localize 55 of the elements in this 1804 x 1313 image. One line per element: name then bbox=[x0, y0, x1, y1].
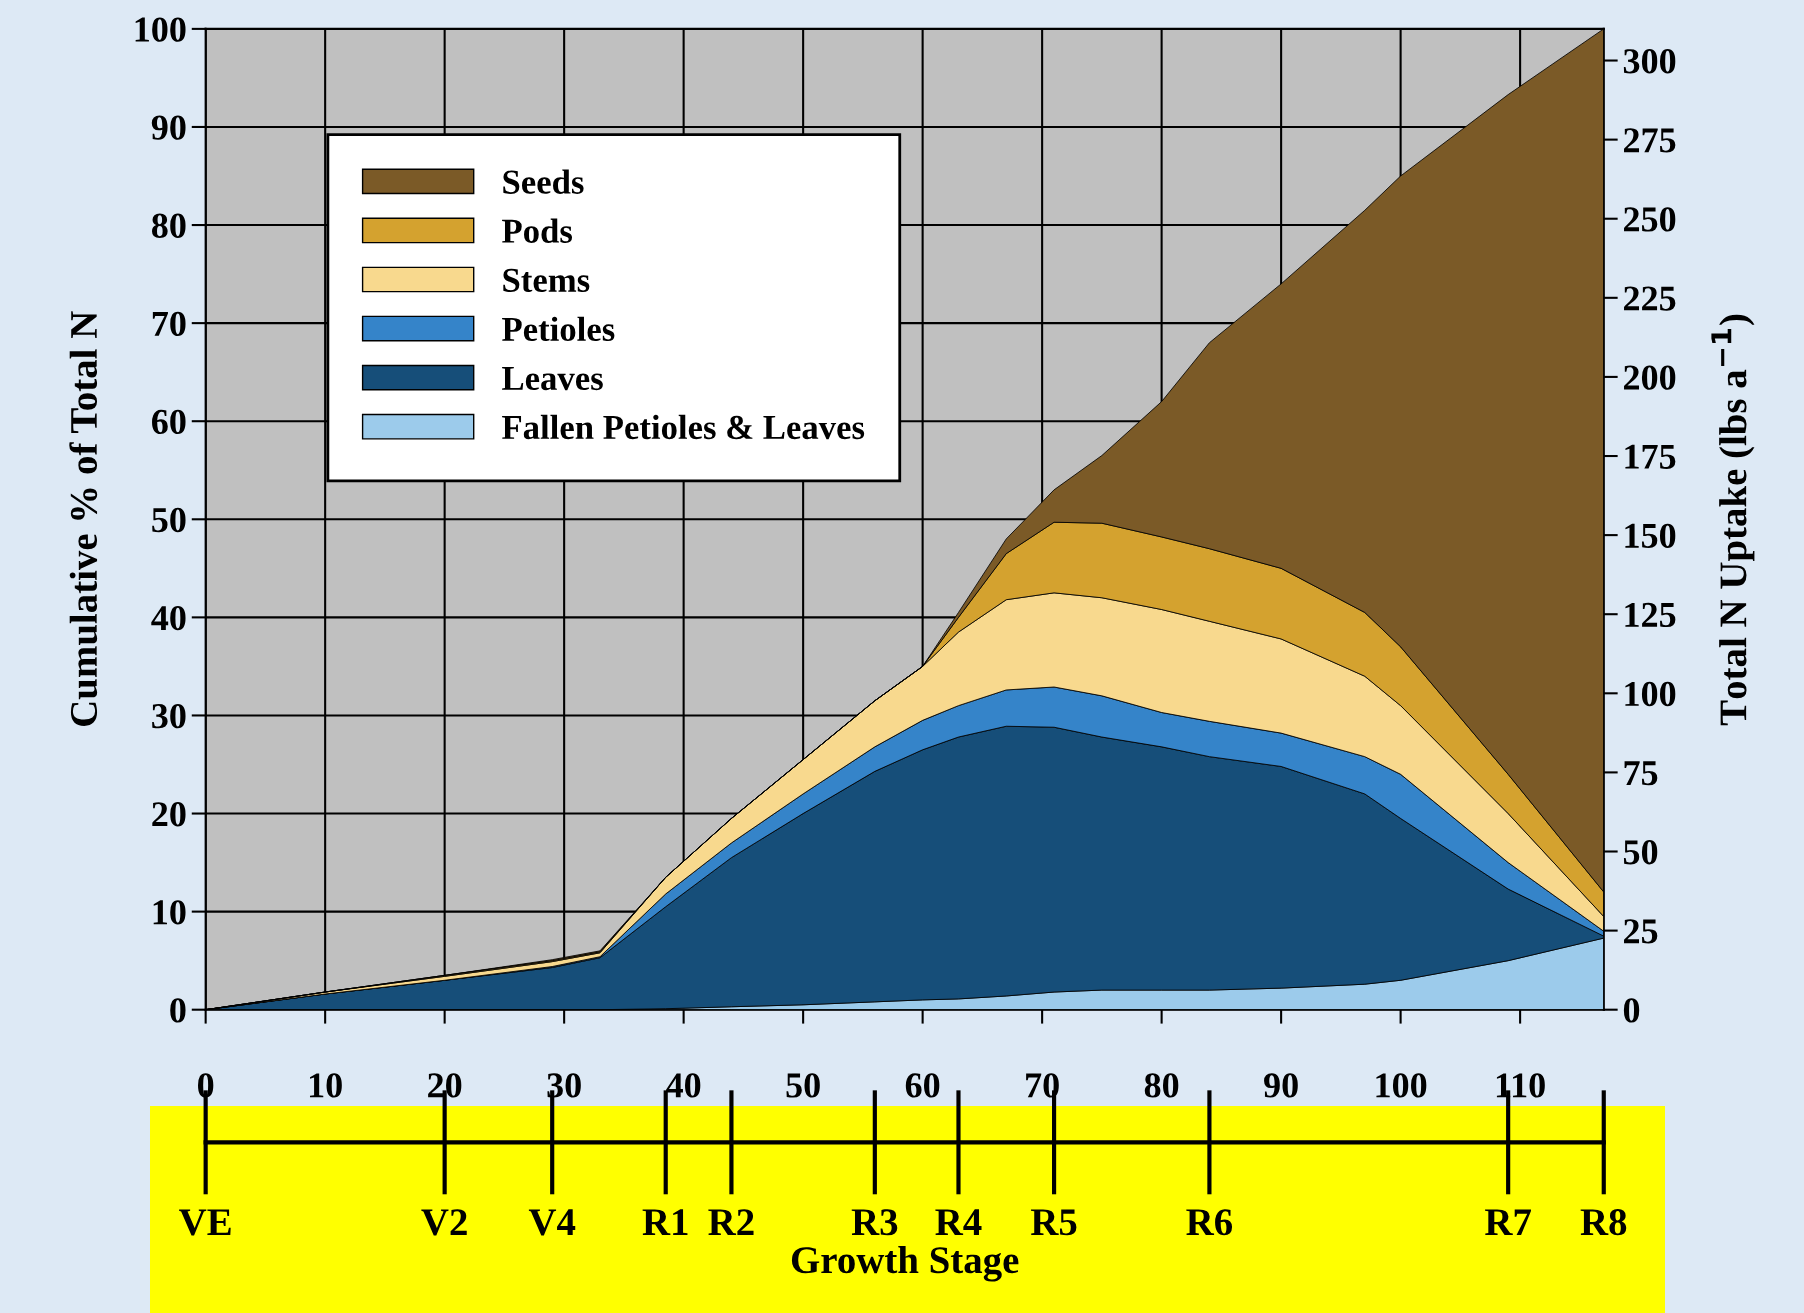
annotation: V4 bbox=[528, 1209, 576, 1236]
y2-tick-label: 200 bbox=[1624, 365, 1676, 390]
legend-label: Petioles bbox=[502, 316, 615, 342]
y-tick-label: 80 bbox=[152, 213, 186, 238]
x-tick-label: 100 bbox=[1376, 1073, 1427, 1098]
y-tick-label: 30 bbox=[152, 703, 186, 729]
legend-label: Leaves bbox=[502, 367, 603, 391]
x-tick-label: 0 bbox=[198, 1073, 214, 1098]
y-tick-label: 100 bbox=[135, 17, 186, 42]
annotation: V2 bbox=[421, 1209, 467, 1236]
y-tick-label: 10 bbox=[153, 900, 186, 925]
x-tick-label: 10 bbox=[309, 1073, 342, 1098]
x-tick-label: 110 bbox=[1496, 1073, 1545, 1098]
y2-tick-label: 250 bbox=[1624, 207, 1676, 232]
annotation: VE bbox=[179, 1209, 231, 1236]
y-tick-label: 0 bbox=[170, 998, 186, 1023]
x-tick-label: 20 bbox=[428, 1073, 462, 1098]
x-tick-label: 40 bbox=[666, 1073, 701, 1098]
annotation: R7 bbox=[1485, 1209, 1531, 1235]
y2-tick-label: 0 bbox=[1623, 998, 1640, 1023]
y2-tick-label: 50 bbox=[1623, 840, 1658, 865]
x-tick-label: 60 bbox=[905, 1073, 940, 1098]
y-tick-label: 60 bbox=[152, 409, 186, 435]
y-tick-label: 70 bbox=[152, 311, 186, 337]
y-tick-label: 40 bbox=[151, 605, 186, 631]
legend-label: Seeds bbox=[503, 169, 584, 194]
y2-tick-label: 275 bbox=[1624, 128, 1676, 153]
annotation: R1 bbox=[642, 1209, 688, 1235]
x-tick-label: 50 bbox=[786, 1073, 820, 1098]
text: Growth Stage bbox=[791, 1245, 1019, 1282]
legend-label: Pods bbox=[502, 218, 573, 243]
y2-tick-label: 225 bbox=[1624, 286, 1676, 311]
y2-tick-label: 300 bbox=[1623, 49, 1676, 74]
annotation: R3 bbox=[851, 1209, 898, 1236]
y2-tick-label: 125 bbox=[1625, 602, 1676, 628]
y2-tick-label: 100 bbox=[1625, 681, 1676, 707]
annotation: R6 bbox=[1186, 1209, 1233, 1236]
y2-axis-title: Total N Uptake (lbs a$^{−1}$) bbox=[1711, 314, 1755, 726]
annotation: R5 bbox=[1030, 1209, 1077, 1236]
y2-tick-label: 175 bbox=[1625, 444, 1676, 469]
annotation: R4 bbox=[935, 1209, 982, 1235]
legend-label: Stems bbox=[503, 268, 590, 293]
y-tick-label: 50 bbox=[152, 507, 186, 533]
y-tick-label: 20 bbox=[152, 802, 186, 827]
y-axis-title: Cumulative % of Total N bbox=[69, 311, 98, 726]
y-tick-label: 90 bbox=[151, 115, 186, 140]
y2-tick-label: 150 bbox=[1625, 523, 1676, 548]
legend-label: Fallen Petioles & Leaves bbox=[502, 414, 865, 440]
y2-tick-label: 75 bbox=[1624, 761, 1658, 786]
x-tick-label: 80 bbox=[1144, 1073, 1179, 1098]
annotation: R8 bbox=[1580, 1209, 1627, 1236]
y2-tick-label: 25 bbox=[1624, 919, 1658, 944]
x-tick-label: 30 bbox=[547, 1073, 581, 1098]
x-tick-label: 90 bbox=[1264, 1073, 1298, 1098]
annotation: R2 bbox=[708, 1209, 754, 1235]
